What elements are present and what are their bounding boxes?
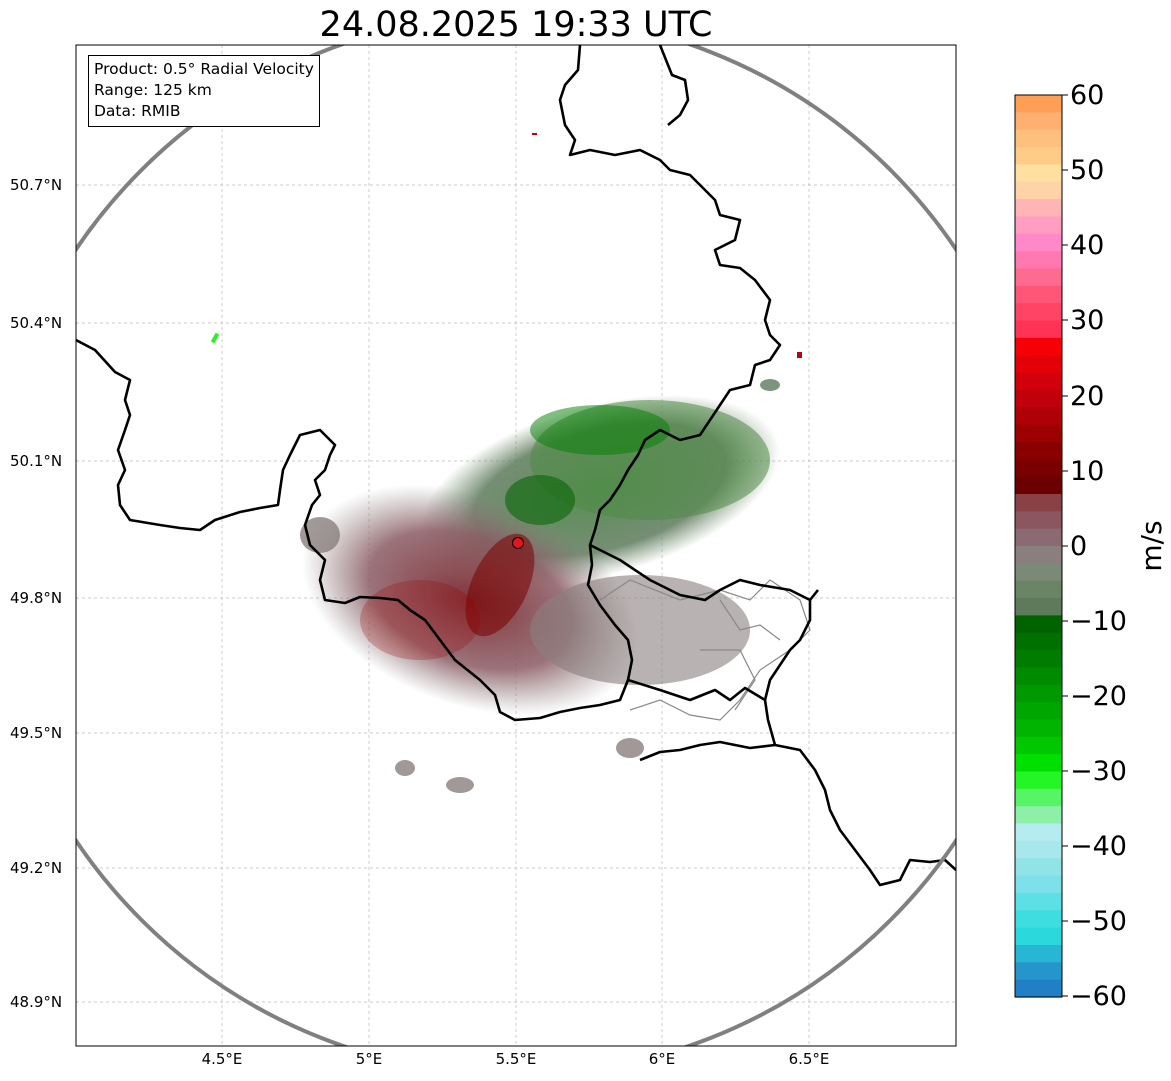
colorbar-swatch	[1015, 337, 1062, 356]
colorbar-swatch	[1015, 563, 1062, 582]
colorbar-swatch	[1015, 441, 1062, 460]
colorbar-swatch	[1015, 719, 1062, 738]
colorbar-swatch	[1015, 754, 1062, 773]
colorbar	[1015, 95, 1062, 998]
colorbar-swatch	[1015, 355, 1062, 374]
colorbar-unit-label: m/s	[1135, 520, 1168, 572]
colorbar-swatch	[1015, 615, 1062, 634]
colorbar-swatch	[1015, 892, 1062, 911]
colorbar-swatch	[1015, 667, 1062, 686]
colorbar-tick-label: −20	[1070, 681, 1127, 712]
colorbar-swatch	[1015, 95, 1062, 113]
info-product: Product: 0.5° Radial Velocity	[94, 60, 314, 78]
info-data-source: Data: RMIB	[94, 102, 181, 120]
colorbar-ticks	[1062, 94, 1068, 997]
lat-label: 49.2°N	[10, 859, 63, 877]
lon-label: 6.5°E	[788, 1050, 830, 1068]
colorbar-swatch	[1015, 493, 1062, 512]
colorbar-swatch	[1015, 858, 1062, 877]
colorbar-swatch	[1015, 632, 1062, 651]
colorbar-swatch	[1015, 181, 1062, 200]
colorbar-swatch	[1015, 164, 1062, 183]
lat-label: 50.1°N	[10, 452, 63, 470]
colorbar-swatch	[1015, 910, 1062, 929]
colorbar-tick-label: −60	[1070, 981, 1127, 1012]
colorbar-swatch	[1015, 251, 1062, 270]
colorbar-swatch	[1015, 216, 1062, 235]
colorbar-swatch	[1015, 285, 1062, 304]
colorbar-swatch	[1015, 147, 1062, 165]
lat-label: 49.5°N	[10, 724, 63, 742]
colorbar-tick-label: 10	[1070, 456, 1105, 487]
colorbar-swatch	[1015, 112, 1062, 131]
map-frame	[75, 44, 957, 1047]
colorbar-tick-label: 40	[1070, 230, 1105, 261]
colorbar-swatch	[1015, 927, 1062, 946]
map-title: 24.08.2025 19:33 UTC	[319, 5, 713, 45]
colorbar-swatch	[1015, 702, 1062, 721]
colorbar-swatch	[1015, 580, 1062, 599]
colorbar-swatch	[1015, 268, 1062, 287]
colorbar-tick-label: 20	[1070, 381, 1105, 412]
colorbar-swatch	[1015, 944, 1062, 963]
info-range: Range: 125 km	[94, 81, 212, 99]
colorbar-swatch	[1015, 389, 1062, 408]
colorbar-swatch	[1015, 598, 1062, 616]
colorbar-swatch	[1015, 650, 1062, 669]
colorbar-swatch	[1015, 320, 1062, 339]
lon-label: 6°E	[648, 1050, 676, 1068]
colorbar-tick-label: −40	[1070, 831, 1127, 862]
colorbar-tick-label: 30	[1070, 305, 1105, 336]
colorbar-swatch	[1015, 875, 1062, 894]
radar-echoes	[210, 133, 802, 793]
country-borders	[76, 45, 956, 887]
colorbar-swatch	[1015, 233, 1062, 252]
colorbar-tick-label: 0	[1070, 531, 1088, 562]
colorbar-swatch	[1015, 476, 1062, 495]
radar-site-marker	[512, 537, 524, 549]
colorbar-tick-label: −50	[1070, 906, 1127, 937]
info-box: Product: 0.5° Radial Velocity Range: 125…	[88, 55, 320, 127]
colorbar-swatch	[1015, 407, 1062, 426]
colorbar-swatch	[1015, 372, 1062, 391]
colorbar-swatch	[1015, 684, 1062, 703]
lat-label: 50.7°N	[10, 176, 63, 194]
lat-label: 50.4°N	[10, 314, 63, 332]
colorbar-swatch	[1015, 771, 1062, 790]
colorbar-tick-label: 60	[1070, 80, 1105, 111]
colorbar-tick-label: −30	[1070, 756, 1127, 787]
colorbar-swatch	[1015, 424, 1062, 443]
colorbar-swatch	[1015, 979, 1062, 998]
lat-label: 48.9°N	[10, 993, 63, 1011]
colorbar-swatch	[1015, 129, 1062, 148]
lon-label: 5.5°E	[495, 1050, 537, 1068]
colorbar-swatch	[1015, 736, 1062, 755]
lon-label: 5°E	[355, 1050, 383, 1068]
colorbar-swatch	[1015, 806, 1062, 825]
colorbar-swatch	[1015, 962, 1062, 981]
colorbar-tick-label: −10	[1070, 606, 1127, 637]
colorbar-swatch	[1015, 511, 1062, 530]
colorbar-swatch	[1015, 528, 1062, 547]
colorbar-swatch	[1015, 788, 1062, 807]
colorbar-swatch	[1015, 823, 1062, 842]
colorbar-swatch	[1015, 303, 1062, 322]
colorbar-tick-label: 50	[1070, 155, 1105, 186]
colorbar-swatch	[1015, 459, 1062, 478]
lat-label: 49.8°N	[10, 589, 63, 607]
colorbar-swatch	[1015, 546, 1062, 564]
lon-label: 4.5°E	[201, 1050, 243, 1068]
colorbar-swatch	[1015, 199, 1062, 218]
colorbar-swatch	[1015, 840, 1062, 859]
